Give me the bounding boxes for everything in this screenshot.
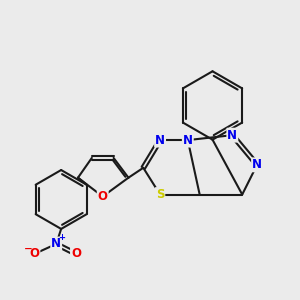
Text: N: N <box>227 129 237 142</box>
Text: O: O <box>29 248 39 260</box>
Text: O: O <box>71 248 81 260</box>
Text: O: O <box>98 190 108 203</box>
Text: N: N <box>183 134 193 147</box>
Text: N: N <box>51 238 61 250</box>
Text: S: S <box>156 188 164 201</box>
Text: −: − <box>24 244 33 254</box>
Text: N: N <box>155 134 165 147</box>
Text: N: N <box>252 158 262 171</box>
Text: +: + <box>58 233 65 242</box>
